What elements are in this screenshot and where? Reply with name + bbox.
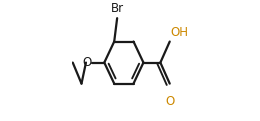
Text: O: O: [166, 95, 175, 108]
Text: O: O: [82, 56, 92, 69]
Text: OH: OH: [171, 26, 189, 39]
Text: Br: Br: [111, 2, 124, 15]
